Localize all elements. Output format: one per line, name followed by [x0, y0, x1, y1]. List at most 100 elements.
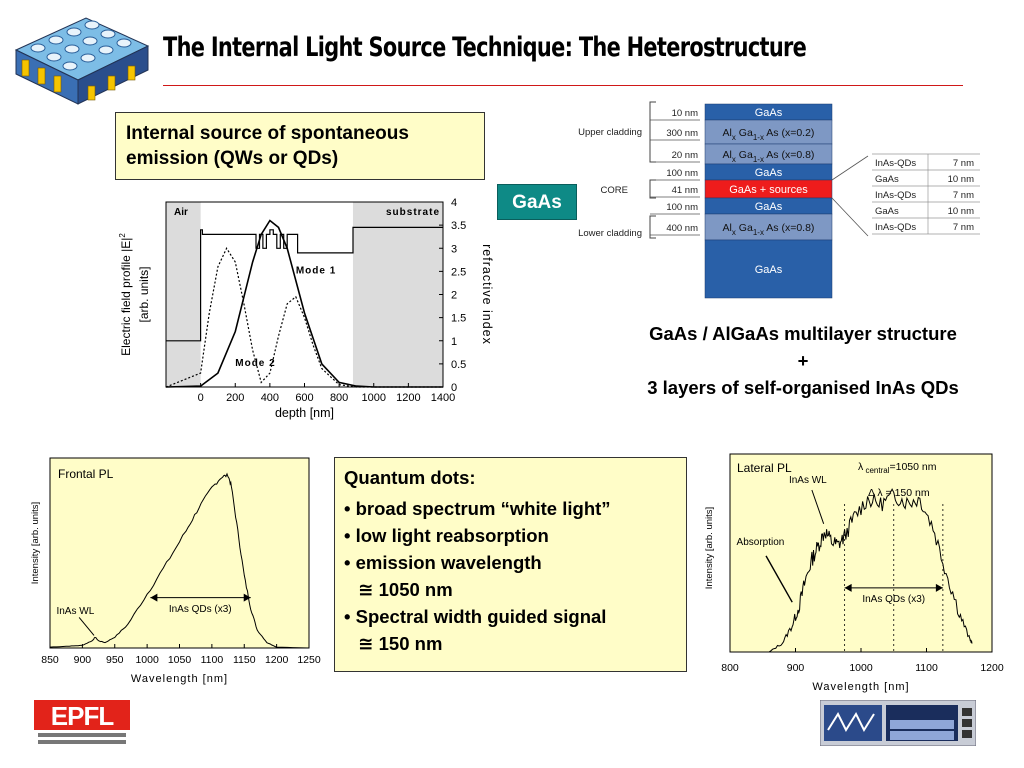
photonic-crystal-logo	[14, 17, 150, 105]
zoom-line-top	[831, 155, 869, 181]
mode1-line	[165, 219, 443, 388]
layer-label-4: GaAs + sources	[729, 184, 808, 196]
inas-qds-label: InAs QDs (x3)	[169, 604, 232, 615]
x-tick-label: 800	[330, 392, 348, 404]
y-axis-label-sup: 2	[118, 233, 127, 238]
zoom-line-bottom	[831, 197, 869, 237]
layer-label-5: GaAs	[755, 201, 783, 213]
qd-item-wavelength: • emission wavelength	[344, 552, 542, 573]
x-tick-label: 950	[106, 654, 124, 666]
core-table-material: InAs-QDs	[875, 158, 916, 169]
y2-tick-label: 1	[451, 336, 457, 348]
x-tick-label: 1050	[168, 654, 192, 666]
frontal-x-label: Wavelength [nm]	[131, 673, 228, 685]
y-axis-label: Electric field profile |E|2	[118, 233, 133, 356]
core-table-thickness: 10 nm	[948, 206, 974, 217]
y2-tick-label: 2	[451, 290, 457, 302]
slide-title: The Internal Light Source Technique: The…	[163, 32, 807, 63]
x-tick-label: 850	[41, 654, 59, 666]
core-table-material: GaAs	[875, 174, 899, 185]
caption-line-3: 3 layers of self-organised InAs QDs	[647, 377, 959, 398]
thickness-label: 10 nm	[672, 108, 698, 119]
qd-range-arrowhead-left	[150, 593, 158, 602]
frontal-pl-chart: Frontal PL InAs WL InAs QDs (x3) 850 900 950 1…	[30, 457, 321, 685]
semiconductor-device-physics-logo	[820, 700, 976, 746]
x-axis-label: depth [nm]	[275, 406, 334, 420]
core-label: CORE	[601, 185, 628, 196]
refractive-index-line	[166, 226, 443, 342]
layer-stack-diagram: GaAs Alx Ga1-x As (x=0.2) Alx Ga1-x As (x=…	[578, 101, 980, 299]
caption-line-1: GaAs / AlGaAs multilayer structure	[649, 323, 957, 344]
qd-item-spectral-value: ≅ 150 nm	[358, 633, 443, 654]
x-tick-label: 1100	[201, 654, 224, 666]
thickness-label: 400 nm	[666, 223, 698, 234]
core-bracket	[649, 179, 656, 199]
thickness-label: 100 nm	[666, 202, 698, 213]
caption-line-2: +	[797, 350, 809, 371]
lower-bracket	[649, 215, 656, 239]
qd-item-wavelength-value: ≅ 1050 nm	[358, 579, 453, 600]
x-tick-label: 1400	[431, 392, 455, 404]
inas-wl-label: InAs WL	[56, 606, 94, 617]
core-table-material: GaAs	[875, 206, 899, 217]
frontal-spectrum	[49, 472, 310, 649]
core-table-thickness: 7 nm	[953, 190, 974, 201]
y2-tick-label: 0	[451, 382, 457, 394]
layer-label-1: Alx Ga1-x As (x=0.2)	[723, 127, 815, 142]
x-tick-label: 900	[787, 662, 805, 674]
quantum-dots-box: Quantum dots: • broad spectrum “white li…	[334, 457, 687, 672]
gaas-badge: GaAs	[497, 184, 577, 220]
y2-tick-label: 3.5	[451, 220, 466, 232]
absorption-label: Absorption	[737, 537, 785, 548]
layer-1	[704, 119, 833, 145]
layer-label-0: GaAs	[755, 107, 783, 119]
lateral-inas-wl-label: InAs WL	[789, 475, 827, 486]
core-table-material: InAs-QDs	[875, 222, 916, 233]
lower-cladding-label: Lower cladding	[578, 228, 642, 239]
qd-heading: Quantum dots:	[344, 467, 476, 488]
layer-label-6: Alx Ga1-x As (x=0.8)	[723, 222, 815, 237]
spont-line-1: Internal source of spontaneous	[126, 123, 409, 144]
y2-axis-label: refractive index	[480, 244, 494, 345]
thickness-label: 300 nm	[666, 128, 698, 139]
layer-label-2: Alx Ga1-x As (x=0.8)	[723, 149, 815, 164]
qd-range-arrowhead-right	[243, 593, 251, 602]
frontal-title: Frontal PL	[58, 467, 114, 481]
lateral-y-label: Intensity [arb. units]	[704, 507, 715, 589]
lateral-wl-arrow	[811, 489, 825, 525]
mode2-line	[165, 247, 443, 388]
mode1-label: Mode 1	[296, 266, 336, 277]
qd-item-broad: • broad spectrum “white light”	[344, 498, 611, 519]
y2-tick-label: 1.5	[451, 313, 466, 325]
delta-lambda: Δ λ = 150 nm	[868, 487, 930, 499]
title-underline	[163, 85, 963, 86]
frontal-y-label: Intensity [arb. units]	[30, 502, 41, 584]
x-tick-label: 1250	[297, 654, 321, 666]
lateral-arrowhead-right	[935, 583, 943, 592]
qd-item-reabsorption: • low light reabsorption	[344, 525, 549, 546]
x-tick-label: 600	[295, 392, 313, 404]
y-axis-label-units: [arb. units]	[137, 266, 151, 322]
lateral-inas-qds-label: InAs QDs (x3)	[862, 594, 925, 605]
spontaneous-emission-box: Internal source of spontaneous emission …	[115, 112, 485, 180]
svg-text:EPFL: EPFL	[51, 701, 115, 731]
spont-line-2: emission (QWs or QDs)	[126, 148, 339, 169]
lateral-title: Lateral PL	[737, 461, 792, 475]
x-tick-label: 1150	[233, 654, 256, 666]
core-table-thickness: 7 nm	[953, 158, 974, 169]
inas-wl-arrow	[78, 617, 95, 636]
substrate-label: substrate	[386, 207, 440, 218]
epfl-logo: EPFL	[34, 700, 130, 744]
core-table-thickness: 7 nm	[953, 222, 974, 233]
y2-tick-label: 0.5	[451, 359, 466, 371]
x-tick-label: 1200	[265, 654, 289, 666]
air-region	[166, 202, 201, 387]
x-tick-label: 1200	[980, 662, 1004, 674]
substrate-region	[352, 202, 443, 387]
frontal-plot-area	[49, 457, 310, 649]
x-tick-label: 800	[721, 662, 739, 674]
lateral-x-label: Wavelength [nm]	[812, 681, 909, 693]
x-tick-label: 1000	[135, 654, 159, 666]
lateral-arrowhead-left	[844, 583, 852, 592]
